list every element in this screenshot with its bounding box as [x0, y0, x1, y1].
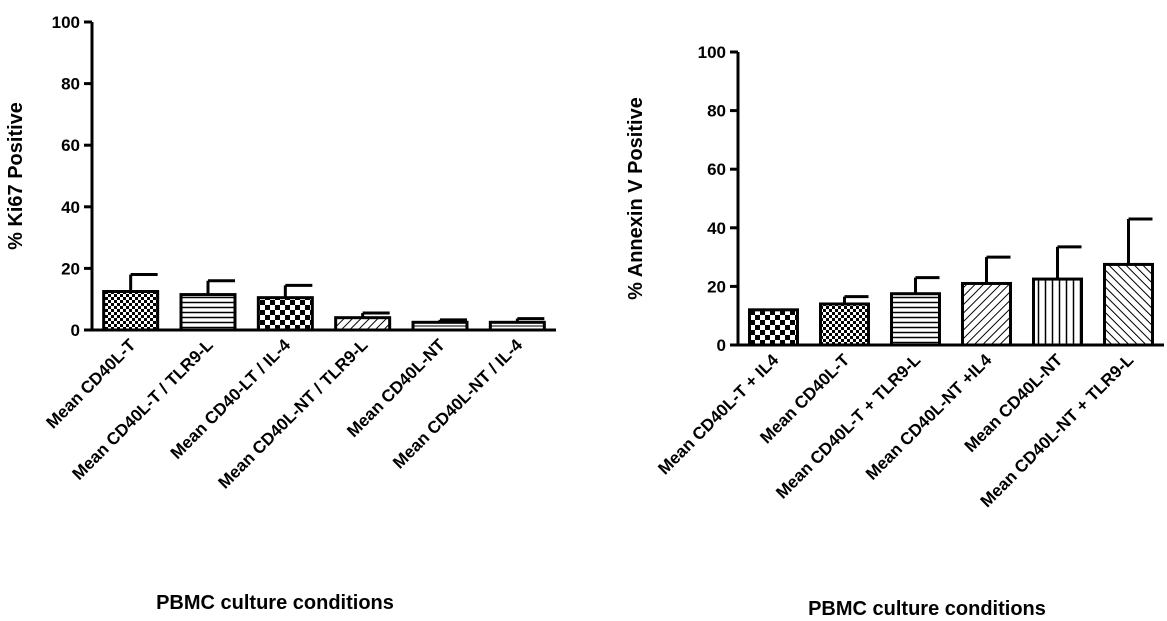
x-axis-title: PBMC culture conditions — [156, 592, 394, 614]
x-tick-label: Mean CD40L-NT + TLR9-L — [977, 350, 1138, 511]
y-tick-label: 40 — [707, 219, 726, 238]
y-tick-label: 40 — [61, 198, 80, 217]
bar — [1032, 277, 1083, 347]
bar — [961, 281, 1012, 347]
y-tick-label: 60 — [707, 160, 726, 179]
x-tick-label: Mean CD40L-T + TLR9-L — [772, 350, 924, 502]
y-tick-label: 0 — [717, 336, 726, 355]
y-tick-label: 0 — [71, 321, 80, 340]
y-tick-label: 100 — [698, 43, 726, 62]
y-axis-title: % Annexin V Positive — [625, 97, 647, 300]
bar — [179, 293, 237, 332]
annexin-chart-panel: 0 20 40 60 80 100 Mean CD40L-T + IL4 Mean CD40L… — [580, 0, 1167, 621]
x-tick-label: Mean CD40L-T + IL4 — [654, 350, 782, 478]
ki67-chart-panel: 0 20 40 60 80 100 Mean CD40L-T Mean CD40L-T / T… — [0, 0, 580, 621]
y-tick-label: 20 — [61, 259, 80, 278]
y-tick-label: 80 — [707, 102, 726, 121]
x-tick-label: Mean CD40L-NT +IL4 — [862, 350, 996, 484]
bar — [334, 316, 392, 332]
bar — [256, 296, 314, 332]
bar — [411, 320, 469, 332]
x-tick-label: Mean CD40L-NT / TLR9-L — [214, 335, 371, 492]
y-tick-label: 20 — [707, 277, 726, 296]
bar — [748, 308, 799, 347]
bar — [102, 290, 160, 332]
x-axis-title: PBMC culture conditions — [808, 598, 1046, 620]
x-tick-label: Mean CD40L-NT / IL-4 — [389, 335, 526, 472]
bar — [1103, 262, 1154, 347]
x-tick-label: Mean CD40L-T / TLR9-L — [68, 335, 216, 483]
y-tick-label: 60 — [61, 136, 80, 155]
y-axis-title: % Ki67 Positive — [5, 102, 27, 250]
y-tick-label: 100 — [52, 13, 80, 32]
bar — [890, 292, 941, 347]
y-tick-label: 80 — [61, 75, 80, 94]
bar — [488, 320, 546, 332]
bar — [819, 302, 870, 347]
